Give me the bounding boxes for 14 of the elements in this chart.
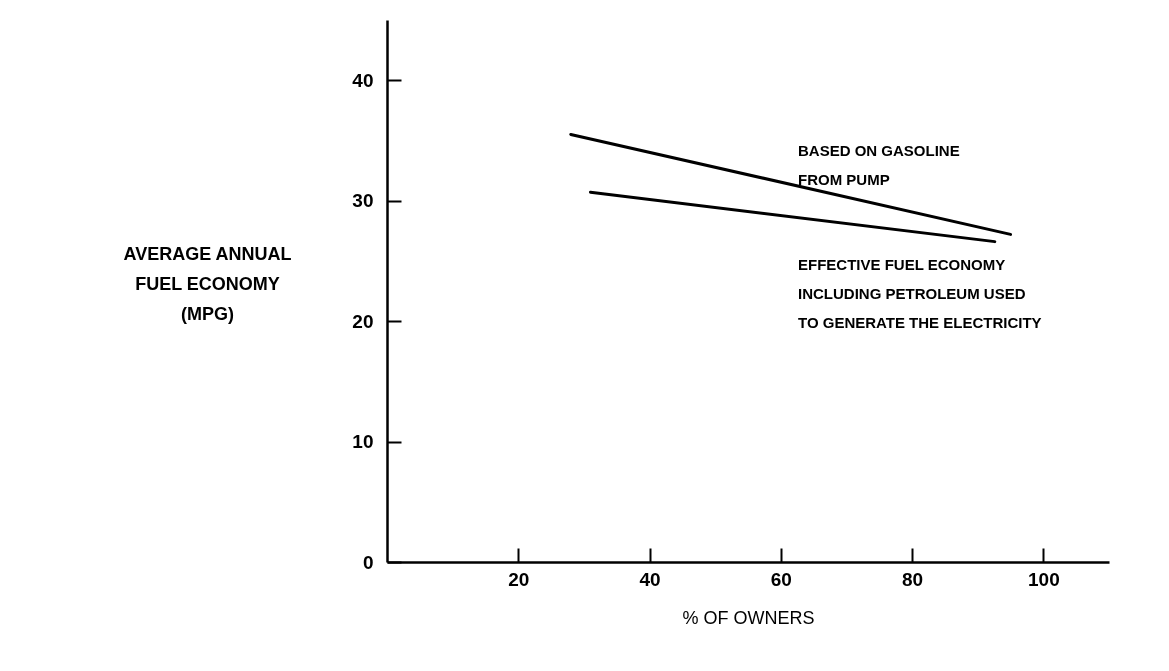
- x-tick-label: 100: [1028, 568, 1060, 590]
- annotation: EFFECTIVE FUEL ECONOMY INCLUDING PETROLEUM USED TO GENERATE THE ELECTRICITY: [798, 256, 1042, 331]
- x-tick-label: 60: [770, 568, 792, 590]
- annotation: BASED ON GASOLINE FROM PUMP: [798, 142, 960, 188]
- x-tick-label: 40: [639, 568, 661, 590]
- y-tick-label: 40: [352, 69, 374, 91]
- x-axis-title: % OF OWNERS: [682, 607, 815, 628]
- y-tick-label: 10: [352, 431, 374, 453]
- x-tick-label: 80: [902, 568, 924, 590]
- y-axis-title: AVERAGE ANNUAL FUEL ECONOMY (MPG): [123, 243, 292, 324]
- y-tick-label: 20: [352, 310, 374, 332]
- x-tick-label: 20: [508, 568, 530, 590]
- y-tick-label: 30: [352, 190, 374, 212]
- y-tick-label: 0: [362, 551, 374, 573]
